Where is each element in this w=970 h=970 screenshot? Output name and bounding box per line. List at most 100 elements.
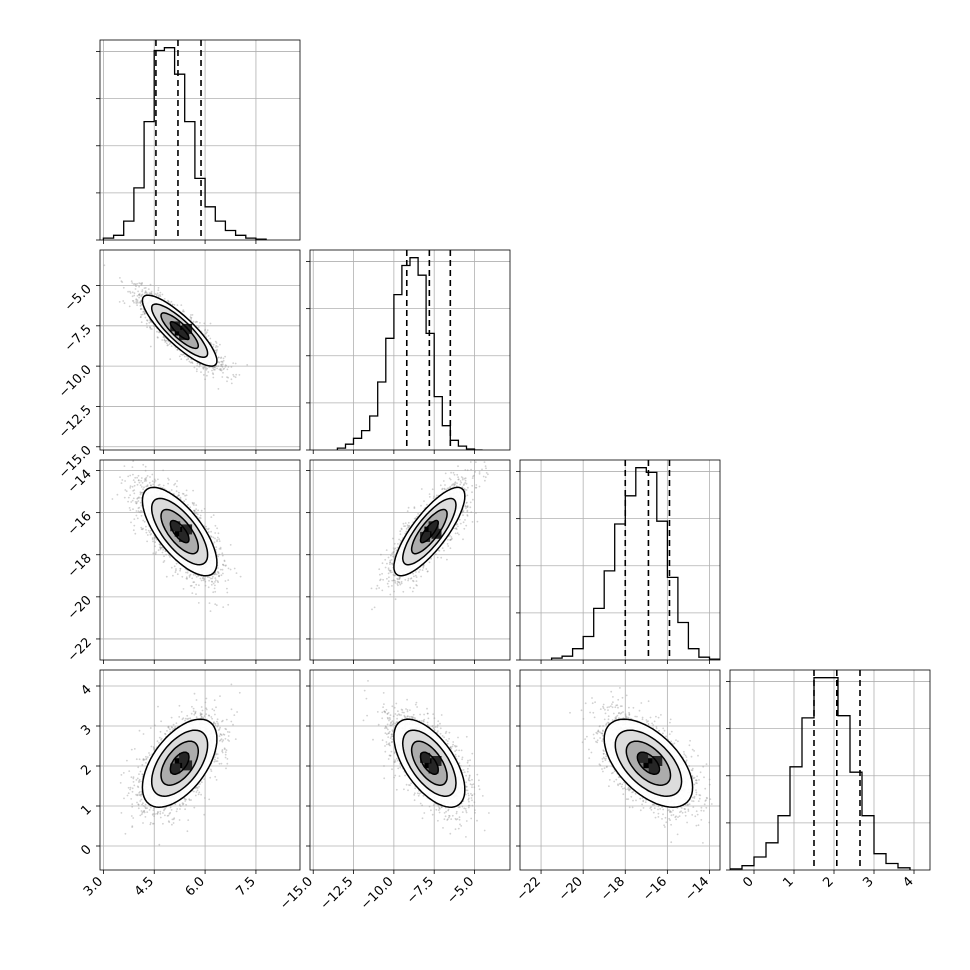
sample-point [169, 556, 171, 558]
sample-point [145, 476, 148, 479]
sample-point [190, 314, 192, 316]
sample-point [189, 585, 192, 587]
sample-point [195, 512, 197, 515]
sample-point [140, 283, 143, 286]
sample-point [150, 292, 153, 295]
sample-point [154, 480, 157, 482]
sample-point [144, 287, 147, 289]
sample-point [220, 357, 222, 359]
sample-point [123, 302, 126, 305]
sample-point [212, 536, 215, 539]
sample-point [183, 355, 186, 358]
sample-point [166, 344, 169, 347]
sample-point [139, 501, 142, 504]
sample-point [121, 281, 124, 283]
sample-point [193, 509, 196, 512]
sample-point [153, 536, 156, 539]
sample-point [158, 331, 160, 334]
sample-point [142, 527, 145, 530]
sample-point [214, 346, 217, 349]
sample-point [118, 301, 121, 303]
sample-point [154, 545, 156, 548]
sample-point [162, 336, 165, 338]
sample-point [140, 504, 143, 507]
sample-point [131, 466, 134, 468]
sample-point [136, 497, 139, 499]
sample-point [141, 481, 144, 484]
sample-point [145, 531, 148, 534]
sample-point [212, 376, 215, 379]
sample-point [138, 301, 141, 304]
sample-point [149, 326, 151, 328]
sample-point [140, 300, 142, 303]
sample-point [150, 532, 153, 535]
sample-point [148, 531, 151, 534]
sample-point [183, 310, 185, 313]
sample-point [146, 319, 149, 322]
sample-point [218, 368, 221, 371]
sample-point [188, 574, 191, 577]
sample-point [131, 282, 134, 284]
sample-point [227, 567, 230, 570]
density-core-1-0-2 [170, 321, 181, 332]
sample-point [167, 477, 169, 480]
sample-point [133, 524, 136, 527]
sample-point [193, 366, 196, 369]
sample-point [196, 362, 199, 365]
panel-frame-1-0 [99, 249, 301, 451]
sample-point [214, 573, 217, 576]
sample-point [234, 376, 237, 379]
sample-point [232, 362, 235, 364]
sample-point [188, 360, 191, 363]
sample-point [198, 584, 200, 587]
sample-point [221, 365, 224, 367]
sample-point [189, 361, 192, 364]
sample-point [203, 578, 206, 581]
sample-point [191, 362, 194, 364]
sample-point [176, 573, 179, 576]
sample-point [129, 474, 132, 477]
sample-point [207, 586, 210, 589]
sample-point [230, 382, 233, 385]
sample-point [144, 465, 147, 468]
sample-point [224, 565, 227, 567]
sample-point [217, 356, 220, 359]
sample-point [216, 580, 219, 582]
sample-point [143, 480, 146, 482]
sample-point [203, 577, 206, 580]
sample-point [186, 571, 189, 574]
grid-y-1-0 [100, 285, 300, 448]
sample-point [146, 292, 148, 295]
sample-point [140, 303, 143, 306]
sample-point [147, 288, 150, 290]
sample-point [141, 491, 143, 494]
sample-point [163, 560, 166, 562]
sample-point [149, 327, 152, 330]
sample-point [150, 484, 152, 487]
sample-point [154, 541, 157, 544]
sample-point [164, 341, 167, 343]
sample-point [127, 500, 129, 503]
sample-point [192, 573, 195, 576]
sample-point [153, 478, 156, 481]
sample-point [213, 366, 216, 368]
sample-point [214, 603, 217, 606]
sample-point [224, 580, 227, 582]
sample-point [132, 283, 135, 285]
sample-point [218, 548, 221, 550]
sample-point [158, 546, 161, 549]
sample-point [222, 563, 224, 566]
sample-point [215, 365, 218, 368]
sample-point [220, 365, 222, 368]
sample-point [129, 290, 131, 293]
sample-point [230, 378, 233, 381]
sample-point [222, 371, 224, 374]
sample-point [131, 499, 134, 502]
sample-point [202, 366, 205, 369]
sample-point [165, 339, 168, 342]
sample-point [200, 579, 203, 582]
sample-point [211, 369, 213, 372]
sample-point [159, 545, 162, 547]
sample-point [116, 493, 119, 496]
sample-point [138, 296, 141, 299]
